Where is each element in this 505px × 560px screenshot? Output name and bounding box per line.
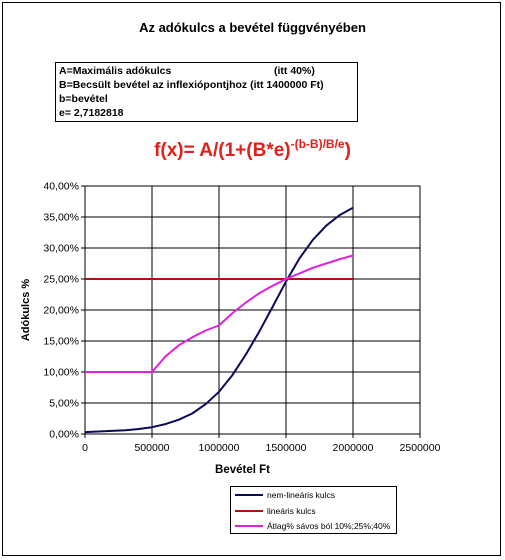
y-axis-label: Adókulcs % <box>20 279 32 342</box>
legend-item-average: Átlag% sávos ból 10%;25%;40% <box>231 519 390 533</box>
legend-swatch <box>235 510 263 512</box>
legend-swatch <box>235 494 263 496</box>
formula-exponent: -(b-B)/B/e <box>290 137 345 151</box>
definition-text: A=Maximális adókulcs <box>59 65 172 77</box>
legend-item-linear: lineáris kulcs <box>231 504 316 518</box>
x-tick-label: 1500000 <box>266 442 307 454</box>
definitions-box: A=Maximális adókulcs (itt 40%) B=Becsült… <box>55 62 358 122</box>
x-tick-label: 2500000 <box>400 442 441 454</box>
y-tick-label: 15,00% <box>43 336 79 348</box>
series-average-line <box>85 254 354 373</box>
chart-title: Az adókulcs a bevétel függvényében <box>139 20 366 35</box>
legend-swatch <box>235 525 263 527</box>
definition-text: b=bevétel <box>59 93 108 105</box>
definition-row: e= 2,7182818 <box>59 106 354 120</box>
legend-item-nonlinear: nem-lineáris kulcs <box>231 488 335 502</box>
definition-text: B=Becsült bevétel az inflexiópontjhoz (i… <box>59 79 324 91</box>
definition-row: B=Becsült bevétel az inflexiópontjhoz (i… <box>59 78 354 92</box>
x-tick-label: 2000000 <box>333 442 374 454</box>
formula-close: ) <box>344 140 351 161</box>
definition-row: b=bevétel <box>59 92 354 106</box>
formula-main: f(x)= A/(1+(B*e) <box>154 140 291 161</box>
definition-text: e= 2,7182818 <box>59 107 124 119</box>
y-tick-label: 0,00% <box>49 429 79 441</box>
definition-row: A=Maximális adókulcs (itt 40%) <box>59 64 354 78</box>
y-tick-label: 25,00% <box>43 274 79 286</box>
legend-label: lineáris kulcs <box>267 506 316 516</box>
y-tick-label: 40,00% <box>43 181 79 193</box>
x-axis-label: Bevétel Ft <box>215 464 270 476</box>
series-nonlinear-line <box>84 206 354 434</box>
x-tick-label: 500000 <box>134 442 169 454</box>
definition-note: (itt 40%) <box>274 65 315 77</box>
y-tick-label: 30,00% <box>43 243 79 255</box>
x-tick-label: 1000000 <box>199 442 240 454</box>
x-tick-label: 0 <box>82 442 88 454</box>
y-tick-label: 5,00% <box>49 398 79 410</box>
y-tick-label: 10,00% <box>43 367 79 379</box>
legend-label: Átlag% sávos ból 10%;25%;40% <box>267 521 391 531</box>
chart-legend: nem-lineáris kulcs lineáris kulcs Átlag%… <box>230 486 397 534</box>
y-tick-label: 35,00% <box>43 212 79 224</box>
formula: f(x)= A/(1+(B*e)-(b-B)/B/e) <box>0 137 505 162</box>
y-tick-label: 20,00% <box>43 305 79 317</box>
legend-label: nem-lineáris kulcs <box>267 490 336 500</box>
